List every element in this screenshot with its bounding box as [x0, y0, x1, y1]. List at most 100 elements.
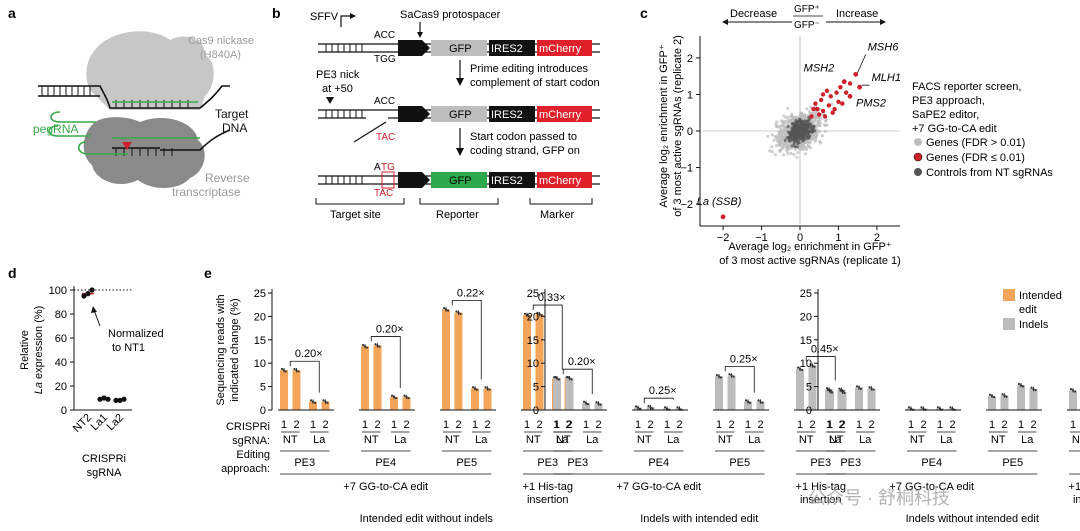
e-bar [553, 378, 561, 410]
scatter-y-tick-label: 2 [687, 53, 693, 65]
e-fold-label: 0.45× [811, 344, 839, 356]
e-crispri-label: 2 [484, 419, 490, 431]
dna-ticks [41, 86, 189, 156]
scatter-point-control [801, 133, 805, 137]
e-group-label-insertion: insertion [800, 494, 842, 506]
e-crispri-label: 2 [322, 419, 328, 431]
e-row-editing: Editing [236, 449, 270, 461]
e-fold-bracket [289, 360, 320, 393]
e-replicate-dot [459, 312, 462, 315]
e-y-tick-label: 10 [254, 358, 266, 370]
e-replicate-dot [949, 406, 952, 409]
row3-atg-tg: TG [381, 162, 395, 173]
e-replicate-dot [582, 400, 586, 403]
edit-site-marker [122, 142, 132, 150]
e-chart-title: Intended edit without indels [360, 513, 494, 525]
e-approach-label: PE4 [648, 457, 669, 469]
scatter-point-control [800, 130, 804, 134]
scatter-x-tick-label: 0 [797, 232, 803, 244]
scatter-point-control [791, 137, 795, 141]
e-replicate-dot [311, 400, 315, 403]
scatter-point-control [808, 122, 812, 126]
d-ylabel-1: Relative [19, 330, 31, 370]
e-y-tick-label: 20 [527, 311, 539, 323]
scatter-xlabel-2: of 3 most active sgRNAs (replicate 1) [719, 255, 901, 267]
scatter-point-sig [820, 92, 826, 97]
scatter-point-control [806, 131, 810, 135]
scatter-point-control [801, 137, 805, 141]
e-group-label-gg: +7 GG-to-CA edit [616, 481, 701, 493]
scatter-point-gene [796, 151, 800, 155]
e-bar [321, 401, 330, 410]
scatter-point-control [801, 139, 805, 143]
d-data-point [121, 396, 127, 402]
e-replicate-dot [649, 406, 652, 409]
scatter-point-gene [791, 118, 796, 122]
e-replicate-dot [717, 375, 721, 378]
e-replicate-dot [471, 386, 475, 389]
scatter-point-gene [782, 135, 786, 140]
e-bar [442, 309, 450, 410]
cas9-label: Cas9 nickase [188, 35, 254, 47]
scatter-point-control [786, 125, 790, 129]
row1-tgg: TGG [374, 54, 396, 65]
scatter-point-gene [777, 142, 782, 146]
scatter-point-sig [830, 110, 835, 115]
watermark-text: 公众号 · 舒桐科技 [808, 488, 950, 508]
e-replicate-dot [857, 386, 861, 389]
scatter-point-gene [818, 140, 822, 144]
scatter-point-control [792, 142, 796, 146]
e-y-tick-label: 10 [527, 358, 539, 370]
e-replicate-dot [936, 406, 940, 409]
e-y-tick-label: 20 [254, 311, 266, 323]
d-data-point [105, 396, 111, 402]
e-sgrna-la: La [556, 434, 569, 446]
e-crispri-label: 1 [826, 419, 832, 431]
e-approach-label: PE5 [729, 457, 750, 469]
e-replicate-dot [813, 365, 816, 368]
e-replicate-dot [405, 395, 408, 398]
e-fold-label: 0.20× [295, 348, 323, 360]
scatter-point-sig [817, 112, 822, 117]
e-approach-label: PE4 [375, 457, 396, 469]
e-y-tick-label: 10 [800, 358, 812, 370]
scatter-point-gene [768, 149, 772, 153]
scatter-point-gene [781, 122, 786, 126]
e-replicate-dot [859, 387, 863, 390]
scatter-point-gene [782, 127, 787, 131]
e-replicate-dot [748, 401, 752, 404]
e-sgrna-nt: NT [283, 434, 298, 446]
legend-swatch-dark [914, 168, 922, 176]
pegrna-strand [48, 101, 200, 155]
e-replicate-dot [365, 346, 369, 349]
scatter-point-control [811, 127, 815, 131]
scatter-point-gene [784, 142, 788, 146]
scatter-point-sig [820, 108, 826, 114]
scatter-point-sig [828, 94, 833, 99]
step1-text-b: complement of start codon [470, 77, 600, 89]
scatter-point-gene [802, 112, 806, 117]
row1-gfp-box [431, 40, 487, 56]
scatter-point-control [793, 145, 797, 149]
step2-text-b: coding strand, GFP on [470, 145, 580, 157]
e-sgrna-la: La [748, 434, 761, 446]
d-ylabel-expr: expression (%) [33, 306, 45, 379]
e-bar [838, 391, 847, 410]
e-bar [988, 395, 996, 410]
e-bar [1029, 388, 1038, 410]
scatter-y-tick-label: 0 [687, 126, 693, 138]
panel-label-c: c [640, 5, 648, 21]
e-replicate-dot [759, 400, 762, 403]
e-y-tick-label: 15 [254, 335, 266, 347]
e-y-tick-label: 15 [527, 335, 539, 347]
scatter-point-gene [823, 129, 827, 134]
scatter-point-gene [779, 119, 783, 123]
e-replicate-dot [486, 387, 489, 390]
row3-gfp-label: GFP [449, 175, 472, 187]
e-row-crispri: CRISPRi [226, 421, 270, 433]
d-annotation-arrow [93, 309, 101, 327]
e-bar [855, 387, 863, 410]
